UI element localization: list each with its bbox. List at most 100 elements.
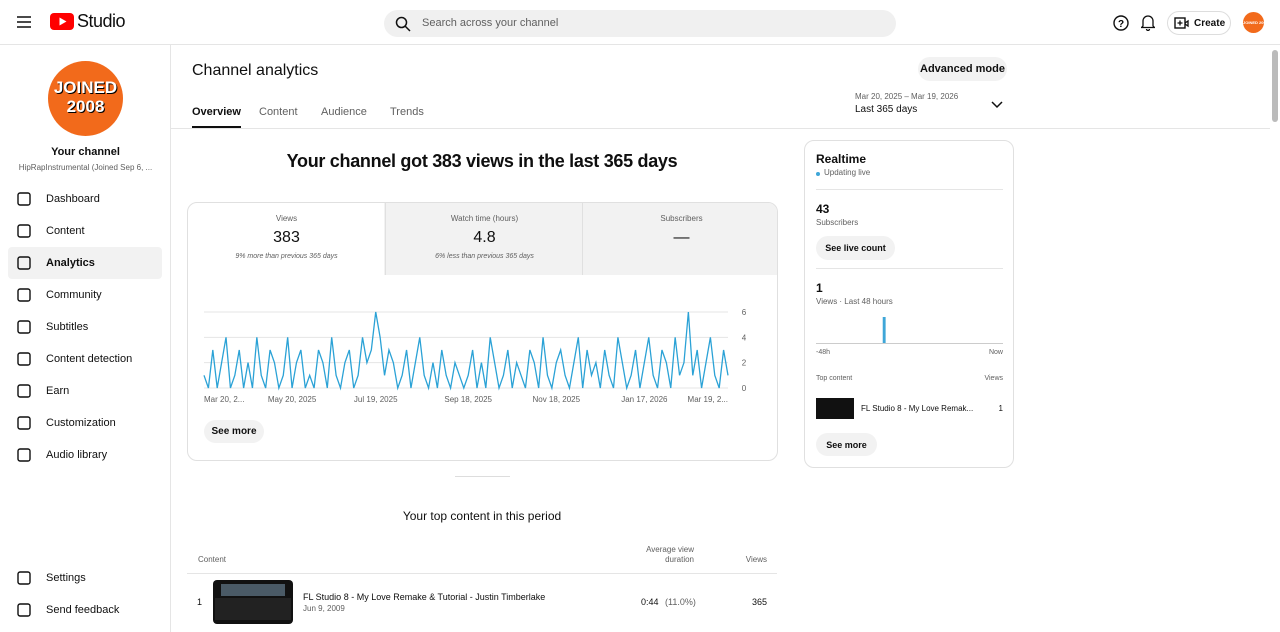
see-more-button[interactable]: See more xyxy=(816,433,877,456)
metric-note: 9% more than previous 365 days xyxy=(235,253,338,260)
nav-item[interactable]: Subtitles xyxy=(8,311,162,343)
metric-tab[interactable]: Watch time (hours) 4.8 6% less than previo… xyxy=(385,203,582,275)
icon-shape xyxy=(17,256,31,270)
nav-icon xyxy=(17,571,31,585)
tab-underline xyxy=(192,126,241,128)
metric-value: 4.8 xyxy=(473,229,496,246)
video-title[interactable]: FL Studio 8 - My Love Remake & Tutorial … xyxy=(303,592,546,602)
views-chart: 0 2 4 6 Mar 20, 2... May 20, 2025 Jul 19, 2025… xyxy=(203,308,747,404)
tab[interactable]: Content xyxy=(259,106,298,118)
metric-tabs-bg xyxy=(384,203,777,275)
nav-icon xyxy=(17,288,31,302)
channel-label: Your channel xyxy=(51,146,120,158)
nav-item[interactable]: Community xyxy=(8,279,162,311)
divider xyxy=(455,476,510,477)
live-dot xyxy=(816,172,820,176)
nav-item[interactable]: Earn xyxy=(8,375,162,407)
top-video-views: 1 xyxy=(998,404,1003,413)
advanced-mode-button[interactable]: Advanced mode xyxy=(918,57,1007,81)
tab[interactable]: Audience xyxy=(321,106,367,118)
x-tick-label: May 20, 2025 xyxy=(268,395,317,404)
nav-label: Earn xyxy=(46,385,70,397)
nav-item[interactable]: Dashboard xyxy=(8,183,162,215)
divider xyxy=(816,268,1003,269)
nav-item[interactable]: Audio library xyxy=(8,439,162,471)
tabs-divider xyxy=(171,128,1270,129)
avatar-line: JOINED xyxy=(53,78,118,97)
nav-label: Analytics xyxy=(46,257,95,269)
youtube-logo[interactable] xyxy=(50,13,74,30)
metric-value: 383 xyxy=(273,229,300,246)
metric-value: — xyxy=(673,229,690,246)
period-dropdown[interactable] xyxy=(991,100,1003,110)
y-tick-label: 4 xyxy=(742,333,747,342)
menu-icon[interactable] xyxy=(16,14,32,30)
nav-label: Content detection xyxy=(46,353,133,365)
x-tick-label: Jul 19, 2025 xyxy=(354,395,398,404)
video-thumbnail[interactable] xyxy=(816,398,854,419)
nav-item[interactable]: Send feedback xyxy=(8,594,162,626)
icon-shape xyxy=(17,384,31,398)
channel-name: HipRapInstrumental (Joined Sep 6, ... xyxy=(18,163,153,172)
icon-shape xyxy=(17,288,31,302)
subscriber-label: Subscribers xyxy=(816,218,859,227)
nav-label: Audio library xyxy=(46,449,108,461)
svg-text:?: ? xyxy=(1118,19,1124,30)
channel-avatar[interactable]: JOINED 2008 xyxy=(48,61,123,136)
nav-item[interactable]: Customization xyxy=(8,407,162,439)
period[interactable]: Last 365 days xyxy=(855,104,918,115)
notifications-icon[interactable] xyxy=(1141,14,1155,31)
nav-item[interactable]: Settings xyxy=(8,562,162,594)
nav-label: Content xyxy=(46,225,85,237)
metric-label: Subscribers xyxy=(660,214,703,223)
divider xyxy=(816,189,1003,190)
logo-text: Studio xyxy=(77,11,126,31)
nav-label: Subtitles xyxy=(46,321,89,333)
nav-label: Community xyxy=(46,289,102,301)
search-box[interactable]: Search across your channel xyxy=(384,10,896,37)
row-rank: 1 xyxy=(197,597,203,607)
tab[interactable]: Trends xyxy=(390,106,424,118)
line xyxy=(203,311,729,391)
metric-note: 6% less than previous 365 days xyxy=(435,253,534,260)
nav-icon xyxy=(17,256,31,270)
bar xyxy=(882,317,886,343)
top-video-title[interactable]: FL Studio 8 - My Love Remak... xyxy=(861,404,974,413)
top-bar: Studio Search across your channel ? Crea… xyxy=(0,0,1280,45)
icon-shape xyxy=(17,448,31,462)
nav-item[interactable]: Content detection xyxy=(8,343,162,375)
nav-icon xyxy=(17,352,31,366)
nav-item[interactable]: Content xyxy=(8,215,162,247)
realtime-views: 1 xyxy=(816,281,823,295)
metric-tab[interactable]: Subscribers — xyxy=(582,203,777,275)
icon-shape xyxy=(17,192,31,206)
tab[interactable]: Overview xyxy=(192,106,241,128)
axis-start: -48h xyxy=(816,349,831,356)
create-button[interactable]: Create xyxy=(1167,11,1231,35)
y-tick-label: 2 xyxy=(742,359,747,368)
views-column: Views xyxy=(984,375,1003,382)
realtime-views-label: Views · Last 48 hours xyxy=(816,297,893,306)
see-more-button[interactable]: See more xyxy=(204,420,264,443)
column-header: Views xyxy=(745,555,767,564)
help-icon[interactable]: ? xyxy=(1113,15,1129,31)
column-header: Content xyxy=(198,555,227,564)
y-tick-label: 0 xyxy=(742,384,747,393)
search-icon xyxy=(395,16,411,32)
nav-item[interactable]: Analytics xyxy=(8,247,162,279)
icon-shape xyxy=(17,224,31,238)
realtime-status: Updating live xyxy=(824,168,871,177)
scrollbar[interactable] xyxy=(1272,50,1278,122)
icon-shape xyxy=(17,416,31,430)
nav-icon xyxy=(17,416,31,430)
video-thumbnail[interactable] xyxy=(213,580,293,624)
metric-label: Watch time (hours) xyxy=(450,214,519,223)
nav-icon xyxy=(17,448,31,462)
table-divider xyxy=(187,573,777,574)
live-count-button[interactable]: See live count xyxy=(816,236,895,260)
metric-tab[interactable]: Views 383 9% more than previous 365 days xyxy=(188,203,385,275)
column-header: Average view duration xyxy=(646,545,694,564)
overview-card: Views 383 9% more than previous 365 days Wa… xyxy=(187,202,778,461)
account-avatar[interactable]: JOINED 2008 xyxy=(1243,12,1264,33)
avg-percent: (11.0%) xyxy=(665,597,696,607)
